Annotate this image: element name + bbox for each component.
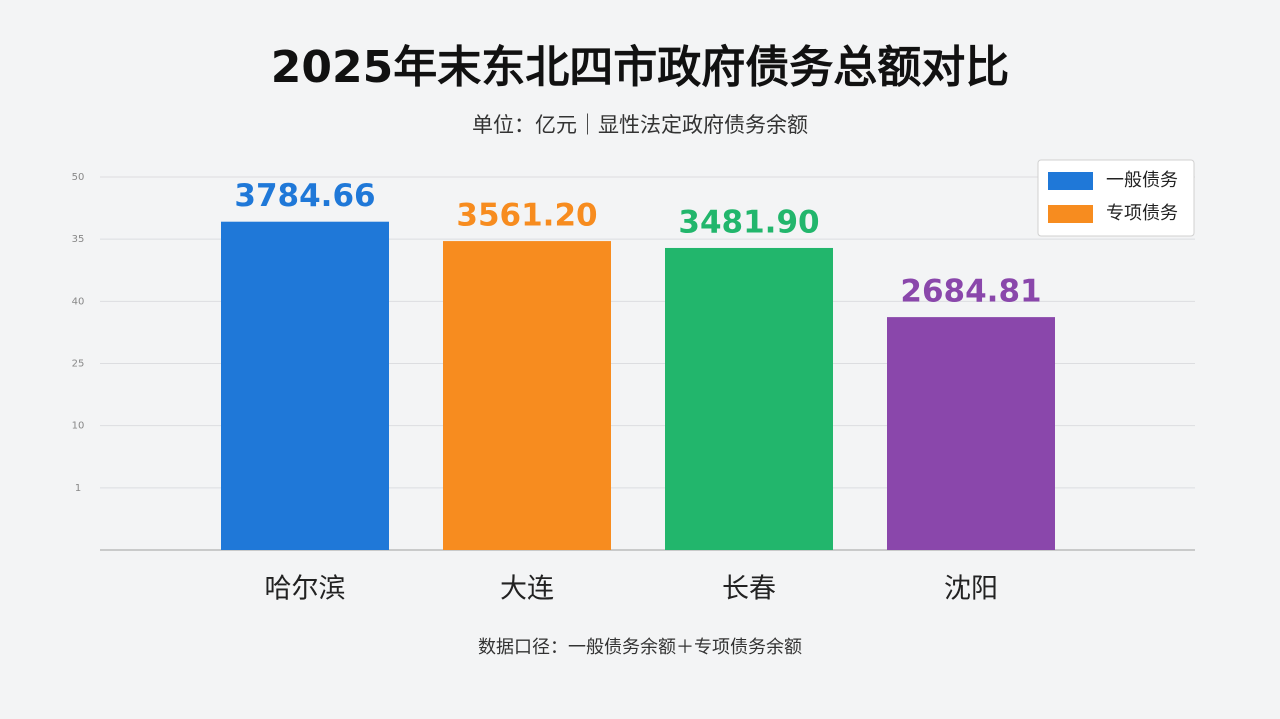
x-tick-label: 长春 xyxy=(722,574,776,605)
bar xyxy=(665,247,833,550)
footnote: 数据口径：一般债务余额＋专项债务余额 xyxy=(478,637,802,658)
data-label: 2684.81 xyxy=(900,274,1041,310)
data-label: 3561.20 xyxy=(456,198,597,234)
chart-title: 2025年末东北四市政府债务总额对比 xyxy=(271,42,1009,93)
legend-swatch xyxy=(1048,172,1093,190)
bar xyxy=(221,221,389,550)
x-tick-label: 哈尔滨 xyxy=(265,574,346,605)
bar xyxy=(887,317,1055,550)
x-tick-label: 沈阳 xyxy=(944,574,998,605)
bar xyxy=(443,241,611,550)
y-tick-label: 25 xyxy=(72,359,85,370)
x-tick-label: 大连 xyxy=(500,574,554,605)
legend-swatch xyxy=(1048,205,1093,223)
data-label: 3481.90 xyxy=(678,204,819,240)
chart-subtitle: 单位：亿元｜显性法定政府债务余额 xyxy=(472,113,808,137)
legend-label: 专项债务 xyxy=(1106,203,1178,224)
y-tick-label: 10 xyxy=(72,421,85,432)
y-tick-label: 40 xyxy=(72,296,85,307)
y-tick-label: 35 xyxy=(72,234,85,245)
y-tick-label: 1 xyxy=(75,483,81,494)
data-label: 3784.66 xyxy=(234,178,375,214)
y-tick-label: 50 xyxy=(72,172,85,183)
legend-label: 一般债务 xyxy=(1106,170,1178,191)
